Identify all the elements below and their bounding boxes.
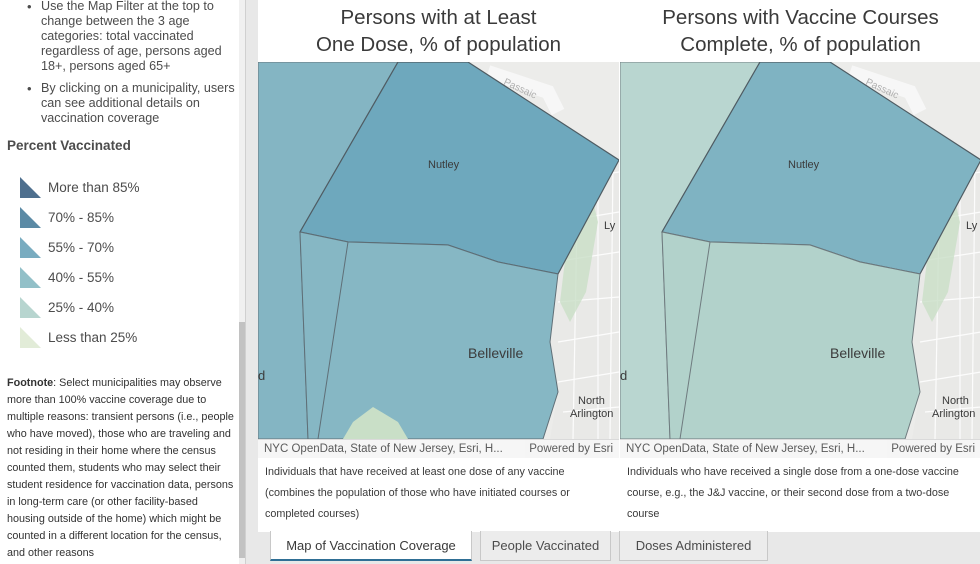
legend-item: Less than 25%: [20, 326, 138, 348]
footnote-text: : Select municipalities may observe more…: [7, 377, 234, 559]
map-caption: Individuals who have received a single d…: [627, 466, 959, 520]
attribution-text: NYC OpenData, State of New Jersey, Esri,…: [626, 443, 865, 455]
legend-swatch: [20, 176, 41, 198]
legend-swatch: [20, 266, 41, 288]
sidebar-scrollbar-thumb[interactable]: [239, 322, 245, 558]
map-caption: Individuals that have received at least …: [265, 466, 570, 520]
powered-by-esri-link[interactable]: Powered by Esri: [525, 440, 613, 458]
map-title-line: One Dose, % of population: [315, 33, 562, 56]
svg-text:Arlington: Arlington: [570, 408, 613, 420]
map-attribution: NYC OpenData, State of New Jersey, Esri,…: [620, 439, 980, 458]
map-view[interactable]: Nutley Belleville North Arlington Ly d P…: [258, 62, 619, 439]
svg-text:Belleville: Belleville: [830, 345, 885, 361]
legend-swatch: [20, 206, 41, 228]
legend-label: More than 85%: [48, 179, 140, 195]
legend-item: 40% - 55%: [20, 266, 115, 288]
municipality-belleville[interactable]: [661, 231, 921, 439]
svg-text:North: North: [578, 395, 605, 407]
powered-by-esri-link[interactable]: Powered by Esri: [887, 440, 975, 458]
map-title: Persons with Vaccine Courses Complete, %…: [620, 4, 980, 58]
legend-swatch: [20, 326, 41, 348]
map-view[interactable]: Nutley Belleville North Arlington Ly d P…: [620, 62, 980, 439]
legend-swatch: [20, 236, 41, 258]
legend-label: 55% - 70%: [48, 239, 115, 255]
legend-label: 25% - 40%: [48, 299, 115, 315]
tab-map-of-vaccination-coverage[interactable]: Map of Vaccination Coverage: [270, 531, 472, 561]
instruction-item: Use the Map Filter at the top to change …: [24, 0, 238, 74]
map-card-complete: Persons with Vaccine Courses Complete, %…: [620, 0, 980, 532]
svg-text:Nutley: Nutley: [428, 159, 460, 171]
legend-item: 25% - 40%: [20, 296, 115, 318]
map-attribution: NYC OpenData, State of New Jersey, Esri,…: [258, 439, 619, 458]
svg-text:Belleville: Belleville: [468, 345, 523, 361]
tab-people-vaccinated[interactable]: People Vaccinated: [480, 531, 611, 561]
instructions-list: Use the Map Filter at the top to change …: [24, 0, 238, 133]
map-card-one-dose: Persons with at Least One Dose, % of pop…: [258, 0, 619, 532]
sidebar-scrollbar-track[interactable]: [239, 0, 245, 564]
svg-text:Ly: Ly: [966, 220, 978, 232]
legend-item: 55% - 70%: [20, 236, 115, 258]
footnote: Footnote: Select municipalities may obse…: [7, 375, 235, 562]
map-title-line: Persons with Vaccine Courses: [662, 6, 939, 29]
legend-item: 70% - 85%: [20, 206, 115, 228]
svg-text:North: North: [942, 395, 969, 407]
legend-label: Less than 25%: [48, 329, 138, 345]
attribution-text: NYC OpenData, State of New Jersey, Esri,…: [264, 443, 503, 455]
municipality-belleville[interactable]: [299, 231, 559, 439]
sidebar: Use the Map Filter at the top to change …: [0, 0, 246, 564]
svg-text:Ly: Ly: [604, 220, 616, 232]
legend-swatch: [20, 296, 41, 318]
tab-doses-administered[interactable]: Doses Administered: [619, 531, 768, 561]
svg-text:Nutley: Nutley: [788, 159, 820, 171]
map-panel: Persons with at Least One Dose, % of pop…: [258, 0, 980, 532]
legend-title: Percent Vaccinated: [7, 138, 131, 153]
map-title: Persons with at Least One Dose, % of pop…: [258, 4, 619, 58]
footnote-label: Footnote: [7, 377, 54, 389]
legend-item: More than 85%: [20, 176, 140, 198]
map-title-line: Complete, % of population: [680, 33, 921, 56]
svg-text:Arlington: Arlington: [932, 408, 975, 420]
svg-text:d: d: [620, 368, 627, 383]
legend-label: 40% - 55%: [48, 269, 115, 285]
legend-label: 70% - 85%: [48, 209, 115, 225]
map-title-line: Persons with at Least: [340, 6, 537, 29]
instruction-item: By clicking on a municipality, users can…: [24, 81, 238, 126]
svg-text:d: d: [258, 368, 265, 383]
